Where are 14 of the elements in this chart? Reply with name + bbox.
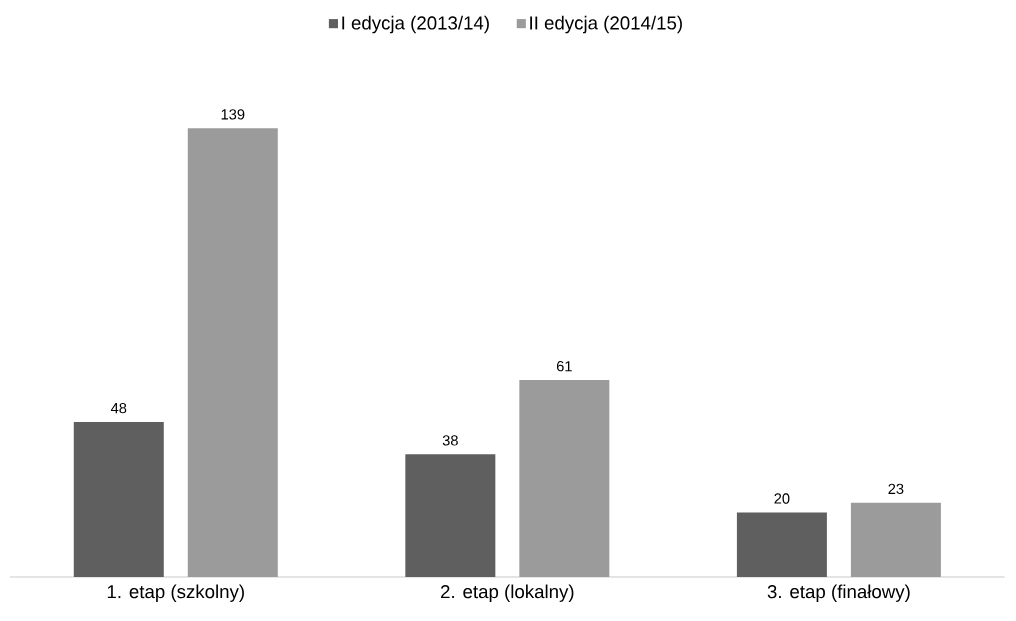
data-label: 48: [110, 402, 127, 414]
legend-label: II edycja (2014/15): [530, 15, 682, 34]
x-tick-label: 3. etap (finałowy): [767, 584, 910, 602]
data-label: 20: [774, 493, 790, 504]
legend-label: I edycja (2013/14): [342, 15, 489, 34]
data-label: 38: [442, 435, 458, 446]
bar: [736, 512, 827, 577]
x-tick-label: 1. etap (szkolny): [107, 584, 244, 602]
bar: [73, 422, 164, 577]
data-label: 139: [221, 109, 245, 120]
x-tick-label: 2. etap (lokalny): [441, 584, 574, 602]
bar: [405, 454, 496, 577]
data-label: 23: [888, 483, 904, 495]
data-label: 61: [556, 361, 572, 372]
